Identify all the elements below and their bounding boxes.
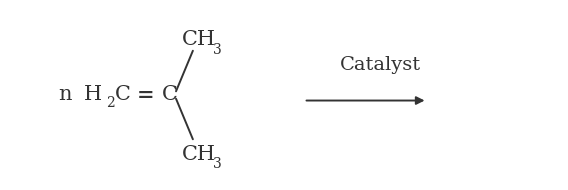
Text: C: C (115, 86, 131, 104)
Text: 3: 3 (212, 157, 222, 171)
Text: 2: 2 (106, 96, 115, 110)
Text: CH: CH (182, 30, 216, 49)
Text: =: = (137, 85, 154, 105)
Text: C: C (161, 86, 177, 104)
Text: H: H (84, 86, 102, 104)
Text: 3: 3 (212, 43, 222, 57)
Text: CH: CH (182, 145, 216, 164)
Text: Catalyst: Catalyst (340, 56, 421, 74)
Text: n: n (59, 86, 79, 104)
